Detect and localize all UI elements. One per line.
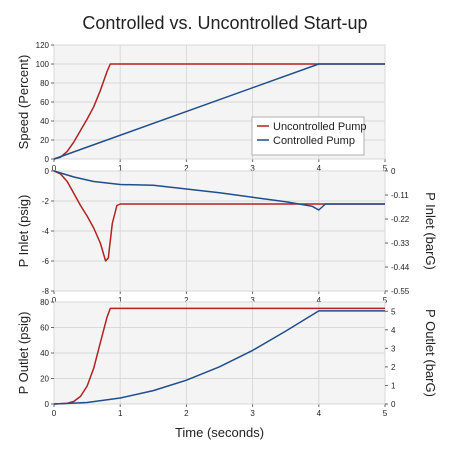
series-line-controlled-pump (53, 310, 385, 405)
x-tick-label: 4 (317, 409, 322, 418)
x-tick-label: 2 (184, 164, 189, 173)
x-tick-label: 3 (250, 296, 255, 305)
x-tick-label: 5 (383, 409, 388, 418)
x-tick-label: 0 (52, 296, 57, 305)
y-tick-label: -6 (42, 257, 50, 266)
x-axis-label: Time (seconds) (175, 425, 264, 440)
x-tick-label: 4 (317, 164, 322, 173)
y-tick-label: -2 (42, 197, 50, 206)
y-tick-label: 20 (40, 136, 49, 145)
series-line-uncontrolled-pump (53, 170, 385, 262)
series-line-uncontrolled-pump (53, 307, 385, 405)
y-axis-label: P Outlet (psig) (16, 312, 31, 395)
x-tick-label: 0 (52, 164, 57, 173)
y-tick-label: 60 (40, 324, 49, 333)
y-tick-label: 40 (40, 349, 49, 358)
right-tick-label: 3 (391, 344, 396, 353)
x-tick-label: 1 (118, 296, 123, 305)
y-tick-label: 80 (40, 79, 49, 88)
y-tick-label: -8 (42, 287, 50, 296)
x-tick-label: 5 (383, 296, 388, 305)
right-tick-label: -0.11 (391, 191, 409, 200)
y-tick-label: 120 (36, 41, 50, 50)
x-tick-label: 5 (383, 164, 388, 173)
right-tick-label: 0 (391, 167, 396, 176)
series-line-uncontrolled-pump (53, 63, 385, 160)
y-tick-label: 20 (40, 375, 49, 384)
right-tick-label: -0.55 (391, 287, 410, 296)
legend-box (251, 116, 365, 156)
right-tick-label: 1 (391, 381, 396, 390)
chart-title: Controlled vs. Uncontrolled Start-up (82, 13, 368, 33)
y-tick-label: 40 (40, 117, 49, 126)
series-line-controlled-pump (53, 170, 385, 211)
y-axis-label: Speed (Percent) (16, 55, 31, 150)
y-tick-label: 0 (45, 400, 50, 409)
x-tick-label: 2 (184, 296, 189, 305)
x-tick-label: 1 (118, 164, 123, 173)
legend-label: Controlled Pump (273, 135, 355, 147)
right-tick-label: 2 (391, 363, 396, 372)
y-tick-label: 80 (40, 298, 49, 307)
x-tick-label: 2 (184, 409, 189, 418)
right-tick-label: -0.44 (391, 263, 410, 272)
right-axis-label: P Inlet (barG) (423, 192, 438, 270)
y-tick-label: 0 (45, 155, 50, 164)
y-tick-label: -4 (42, 227, 50, 236)
y-tick-label: 100 (36, 60, 50, 69)
series-line-controlled-pump (53, 63, 385, 160)
x-tick-label: 3 (250, 409, 255, 418)
x-tick-label: 1 (118, 409, 123, 418)
y-tick-label: 0 (45, 167, 50, 176)
right-tick-label: 5 (391, 307, 396, 316)
right-tick-label: 4 (391, 326, 396, 335)
y-tick-label: 60 (40, 98, 49, 107)
legend-label: Uncontrolled Pump (273, 121, 367, 133)
x-tick-label: 3 (250, 164, 255, 173)
right-axis-label: P Outlet (barG) (423, 309, 438, 397)
x-tick-label: 0 (52, 409, 57, 418)
x-tick-label: 4 (317, 296, 322, 305)
right-tick-label: -0.33 (391, 239, 410, 248)
right-tick-label: -0.22 (391, 215, 410, 224)
y-axis-label: P Inlet (psig) (16, 195, 31, 268)
right-tick-label: 0 (391, 400, 396, 409)
